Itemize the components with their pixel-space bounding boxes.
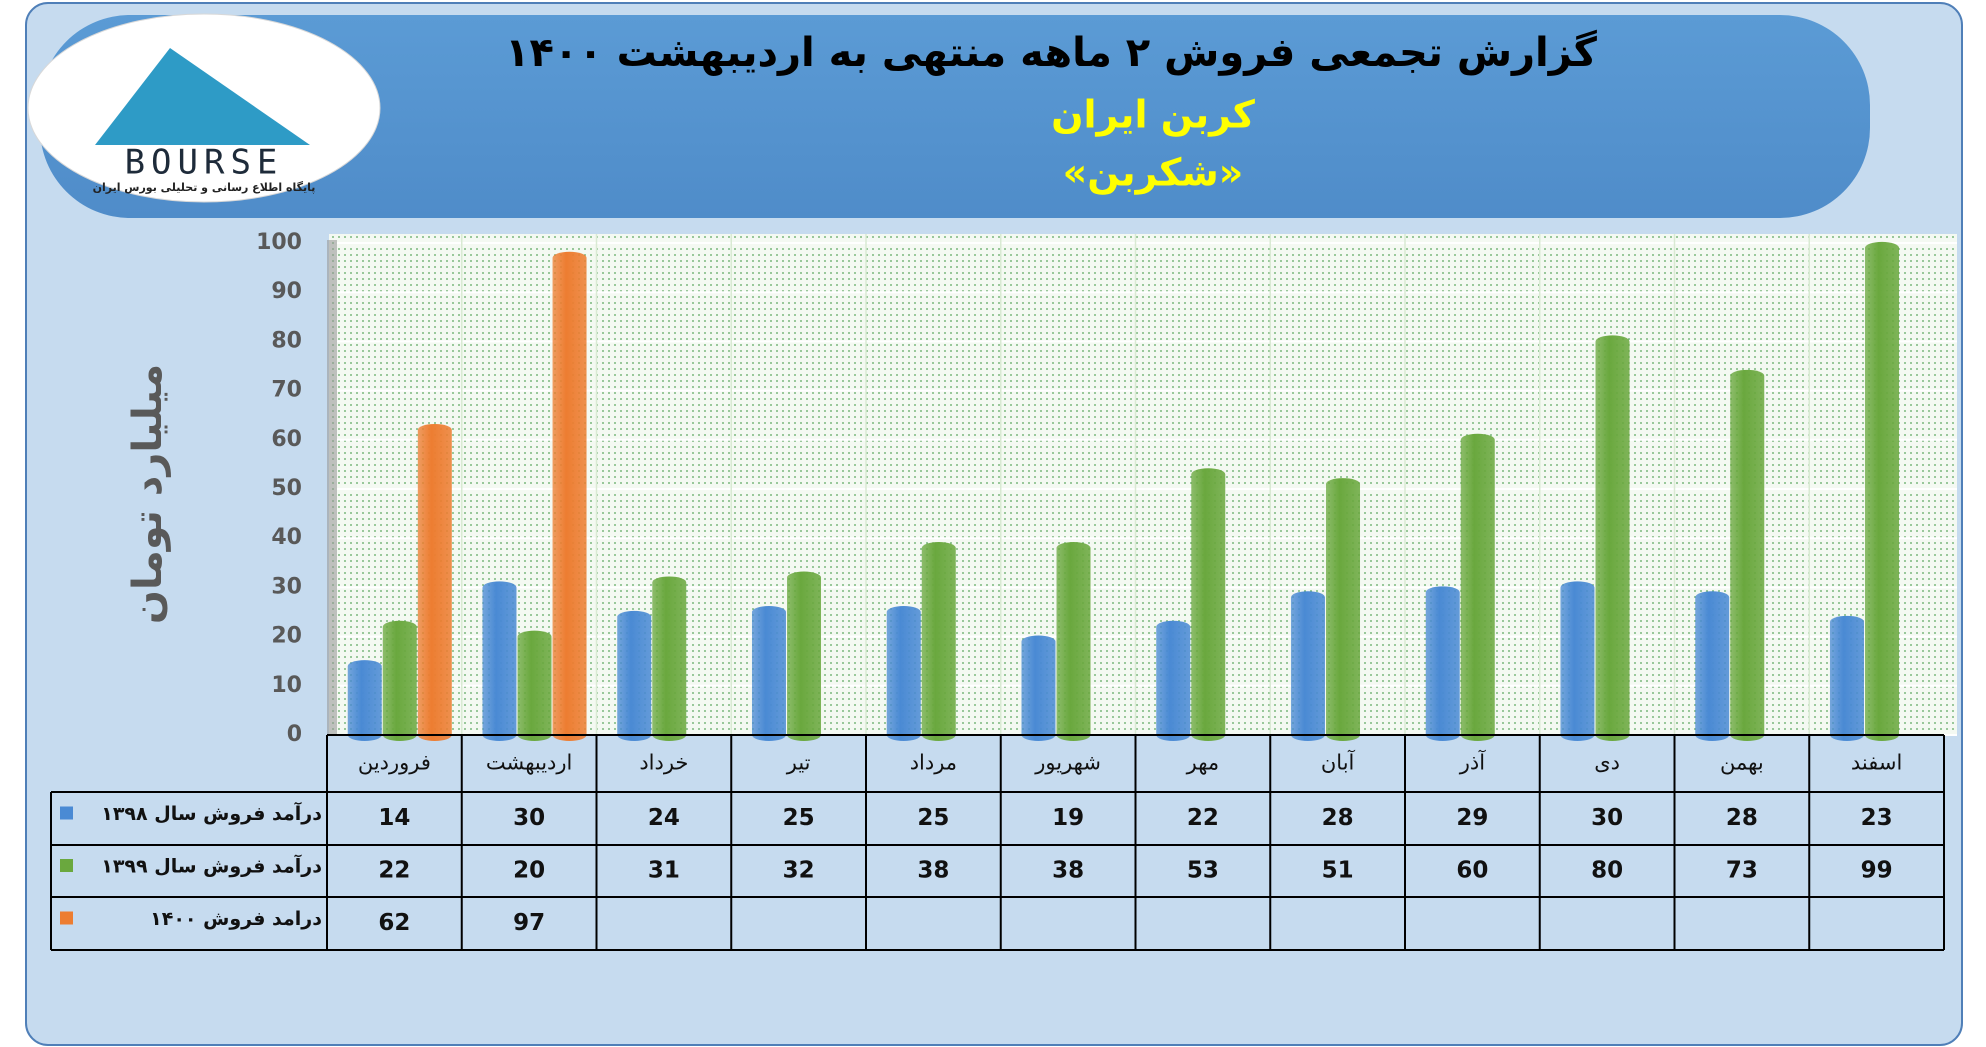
bar (552, 251, 587, 741)
y-tick-label: 40 (271, 525, 302, 550)
table-value: 23 (1861, 805, 1893, 831)
bar (1156, 620, 1191, 741)
legend-swatch (60, 859, 73, 872)
bar (1191, 468, 1226, 741)
table-value: 14 (378, 805, 410, 831)
bar (347, 660, 382, 741)
x-tick-label: خرداد (639, 751, 688, 775)
bar (1595, 335, 1630, 741)
table-value: 30 (513, 805, 545, 831)
table-value: 25 (783, 805, 815, 831)
bar (482, 581, 517, 741)
x-tick-label: اسفند (1851, 751, 1902, 775)
chart-title: گزارش تجمعی فروش ۲ ماهه منتهی به اردیبهش… (505, 29, 1598, 76)
table-value: 31 (648, 858, 680, 884)
table-value: 20 (513, 858, 545, 884)
y-tick-label: 80 (271, 328, 302, 353)
bar (921, 542, 956, 741)
table-value: 24 (648, 805, 680, 831)
table-value: 80 (1591, 858, 1623, 884)
chart-subtitle: «شکربن» (1063, 151, 1244, 195)
bar (1326, 478, 1361, 741)
bar (787, 571, 822, 741)
legend-label: درامد فروش ۱۴۰۰ (150, 908, 322, 930)
back-wall (327, 240, 337, 735)
table-value: 22 (378, 858, 410, 884)
table-value: 38 (1052, 858, 1084, 884)
table-value: 28 (1322, 805, 1354, 831)
x-tick-label: تیر (786, 751, 811, 775)
table-value: 32 (783, 858, 815, 884)
legend-label: درآمد فروش سال ۱۳۹۸ (101, 801, 322, 825)
bar (1865, 241, 1900, 742)
bar (886, 606, 921, 741)
x-tick-label: بهمن (1720, 751, 1764, 775)
x-tick-label: آذر (1459, 750, 1486, 775)
bar (1021, 635, 1056, 741)
y-tick-label: 100 (256, 230, 302, 255)
bar (517, 630, 552, 741)
x-tick-label: فروردین (358, 751, 431, 775)
logo-text: BOURSE (125, 143, 284, 183)
y-tick-label: 30 (271, 574, 302, 599)
table-value: 53 (1187, 858, 1219, 884)
table-value: 62 (378, 910, 410, 936)
legend-swatch (60, 806, 73, 820)
logo-tagline: پایگاه اطلاع رسانی و تحلیلی بورس ایران (93, 181, 316, 194)
chart-subtitle: کربن ایران (1051, 93, 1256, 137)
bar (1056, 542, 1091, 741)
bar (382, 620, 417, 741)
bar (1290, 591, 1325, 741)
y-tick-label: 70 (271, 378, 302, 403)
bar (1695, 591, 1730, 741)
table-value: 22 (1187, 805, 1219, 831)
x-tick-label: مرداد (910, 751, 957, 775)
x-tick-label: آبان (1321, 750, 1356, 775)
table-value: 19 (1052, 805, 1084, 831)
bar (652, 576, 687, 741)
table-value: 28 (1726, 805, 1758, 831)
x-tick-label: مهر (1186, 751, 1220, 775)
bar (1730, 369, 1765, 741)
table-value: 29 (1456, 805, 1488, 831)
y-tick-label: 50 (271, 476, 302, 501)
bar (751, 606, 786, 741)
bar (1560, 581, 1595, 741)
header-banner (40, 15, 1870, 218)
bar (1829, 615, 1864, 741)
y-tick-label: 90 (271, 279, 302, 304)
y-tick-label: 60 (271, 427, 302, 452)
table-value: 97 (513, 910, 545, 936)
y-axis-label: میلیارد تومان (125, 364, 171, 624)
bar (1425, 586, 1460, 741)
table-value: 25 (917, 805, 949, 831)
bar (1460, 433, 1495, 741)
y-tick-label: 20 (271, 624, 302, 649)
table-value: 73 (1726, 858, 1758, 884)
table-value: 30 (1591, 805, 1623, 831)
bar (617, 610, 652, 741)
legend-label: درآمد فروش سال ۱۳۹۹ (101, 854, 322, 878)
table-value: 60 (1456, 858, 1488, 884)
table-value: 51 (1322, 858, 1354, 884)
y-tick-label: 10 (271, 673, 302, 698)
plot-area (329, 234, 1957, 735)
bar (417, 423, 452, 741)
x-tick-label: شهریور (1034, 751, 1101, 775)
x-tick-label: اردیبهشت (486, 751, 573, 775)
legend-swatch (60, 911, 73, 925)
logo-mark (95, 48, 310, 145)
x-tick-label: دی (1594, 751, 1620, 775)
table-value: 38 (917, 858, 949, 884)
y-tick-label: 0 (287, 722, 302, 747)
table-value: 99 (1861, 858, 1893, 884)
